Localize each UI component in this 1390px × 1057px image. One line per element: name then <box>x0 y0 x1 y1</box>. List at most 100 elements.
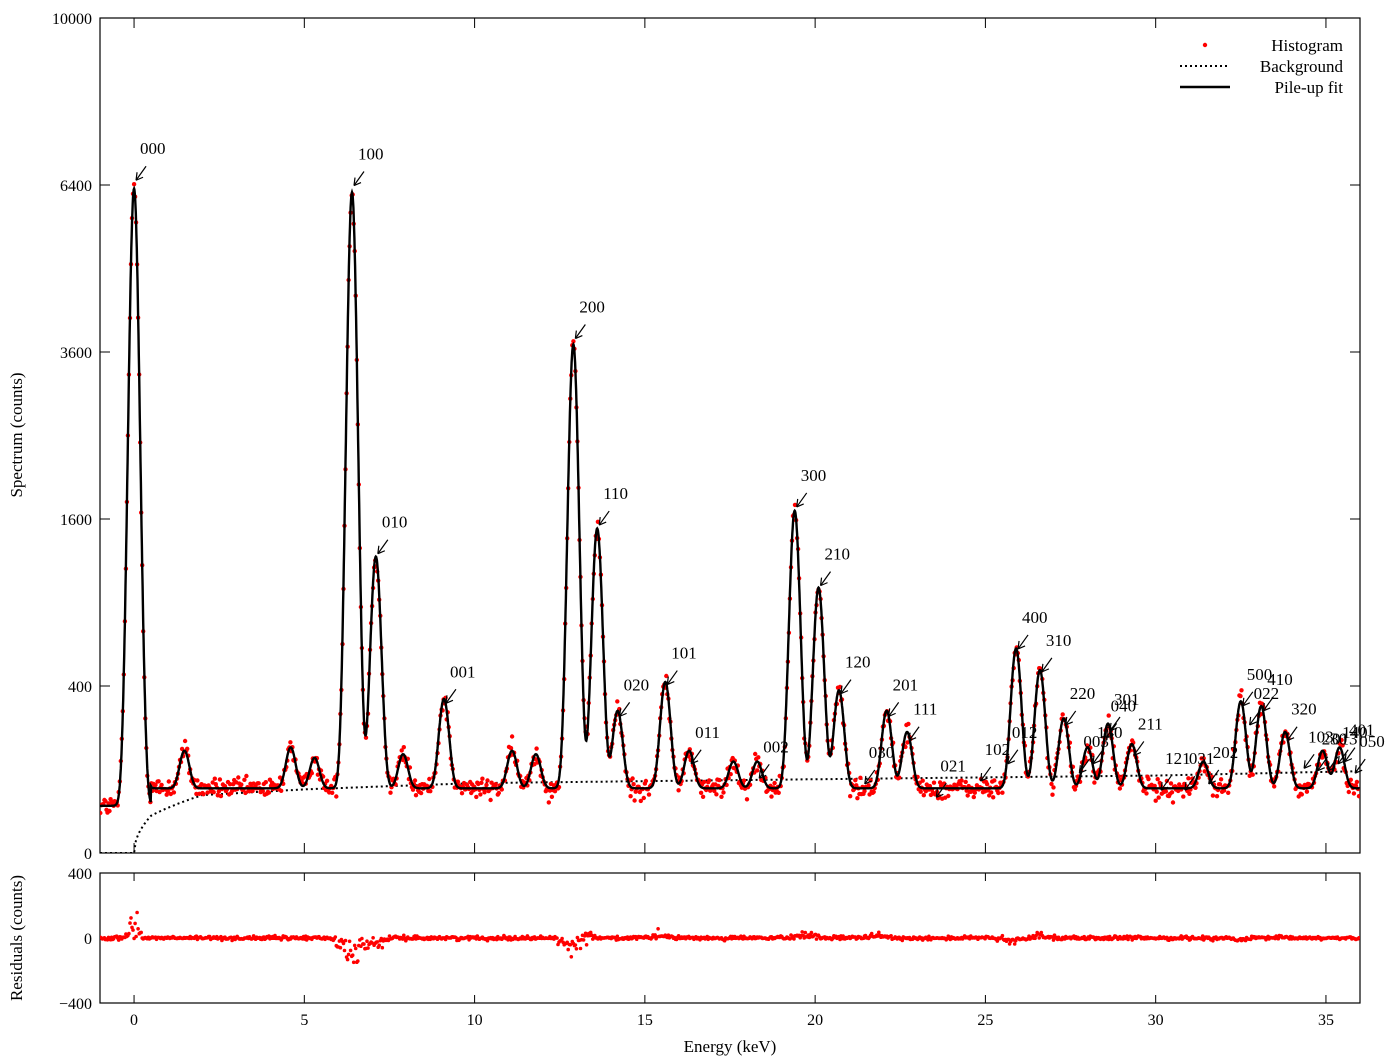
residual-point <box>1126 937 1130 942</box>
residual-point <box>1012 942 1017 946</box>
histogram-point <box>630 776 635 781</box>
histogram-point <box>508 745 514 751</box>
histogram-point <box>921 793 926 798</box>
histogram-point <box>131 182 137 187</box>
histogram-point <box>509 734 515 739</box>
histogram-point <box>792 502 798 508</box>
histogram-point <box>1214 794 1220 799</box>
histogram-point <box>242 777 247 782</box>
annotation-arrowhead <box>819 577 828 587</box>
histogram-point <box>1340 743 1345 748</box>
histogram-point <box>991 795 996 800</box>
peak-label: 030 <box>869 743 895 762</box>
histogram-markers <box>100 182 1360 816</box>
residual-point <box>877 930 881 935</box>
histogram-point <box>1152 783 1157 789</box>
residual-point <box>130 925 134 930</box>
peak-label: 300 <box>801 466 827 485</box>
histogram-point <box>1353 783 1359 788</box>
residual-point <box>803 930 808 935</box>
annotation-arrow-shaft <box>1303 753 1315 769</box>
residuals-y-axis-label: Residuals (counts) <box>7 875 26 1001</box>
histogram-point <box>534 746 539 751</box>
histogram-point <box>413 793 419 798</box>
residual-point <box>792 937 796 941</box>
histogram-point <box>638 798 643 804</box>
histogram-point <box>753 751 758 757</box>
histogram-point <box>427 776 432 782</box>
histogram-point <box>201 792 206 797</box>
histogram-point <box>701 779 707 785</box>
histogram-point <box>776 790 781 795</box>
histogram-point <box>288 740 293 745</box>
peak-label: 002 <box>763 737 789 756</box>
y-tick-label: 6400 <box>60 178 92 195</box>
histogram-point <box>632 798 637 803</box>
residual-point <box>365 939 369 943</box>
peak-label: 022 <box>1254 684 1280 703</box>
histogram-point <box>217 777 223 782</box>
residual-point <box>134 934 138 939</box>
residual-point <box>800 930 804 934</box>
annotation-arrow-shaft <box>377 539 389 555</box>
histogram-point <box>853 778 858 783</box>
histogram-point <box>399 748 404 753</box>
annotation-arrow-shaft <box>135 165 147 181</box>
peak-label: 230 <box>1322 730 1348 749</box>
residual-point <box>402 933 406 938</box>
histogram-point <box>641 795 646 801</box>
residual-point <box>116 938 121 942</box>
histogram-point <box>1144 791 1149 796</box>
residual-point <box>485 938 490 943</box>
annotation-arrow-shaft <box>1344 747 1356 762</box>
histogram-point <box>1163 789 1169 794</box>
peak-label: 001 <box>450 662 476 681</box>
annotation-arrowhead <box>1286 732 1295 742</box>
histogram-point <box>459 791 465 796</box>
annotation-arrow-shaft <box>840 679 852 694</box>
annotation-arrow-shaft <box>353 171 365 186</box>
peak-label: 012 <box>1012 723 1038 742</box>
residual-point <box>347 939 352 944</box>
x-tick-label: 35 <box>1318 1012 1334 1029</box>
peak-label: 003 <box>1083 732 1109 751</box>
annotation-arrow-shaft <box>445 688 457 704</box>
histogram-point <box>1155 777 1160 782</box>
annotation-arrowhead <box>1109 722 1118 732</box>
residual-point <box>346 952 351 957</box>
histogram-point <box>906 721 911 727</box>
peak-label: 211 <box>1138 714 1163 733</box>
histogram-point <box>946 793 951 799</box>
annotation-arrowhead <box>1317 762 1325 772</box>
residual-point <box>356 959 360 963</box>
annotation-arrowhead <box>1078 765 1087 774</box>
residual-point <box>1357 936 1360 940</box>
annotation-arrowhead <box>1327 762 1336 772</box>
histogram-point <box>478 792 483 797</box>
histogram-point <box>474 794 479 800</box>
peak-label: 301 <box>1114 690 1140 709</box>
histogram-point <box>410 787 416 792</box>
peak-annotation: 401 <box>1344 721 1374 763</box>
histogram-point <box>211 790 216 795</box>
histogram-point <box>646 792 652 797</box>
legend: Histogram Background Pile-up fit <box>1180 36 1343 97</box>
histogram-point <box>212 776 217 781</box>
histogram-point <box>1168 781 1174 786</box>
histogram-point <box>549 794 555 799</box>
residual-point <box>136 927 140 931</box>
histogram-point <box>482 790 487 795</box>
peak-annotation: 410 <box>1262 670 1293 712</box>
histogram-point <box>965 793 970 798</box>
histogram-point <box>182 738 188 744</box>
annotation-arrow-shaft <box>820 571 832 586</box>
residual-point <box>578 946 583 951</box>
histogram-point <box>992 778 997 783</box>
histogram-point <box>676 788 681 793</box>
residual-point <box>656 927 660 931</box>
peak-annotation: 100 <box>353 145 384 187</box>
residual-point <box>127 931 131 936</box>
peak-annotation: 022 <box>1249 684 1280 726</box>
